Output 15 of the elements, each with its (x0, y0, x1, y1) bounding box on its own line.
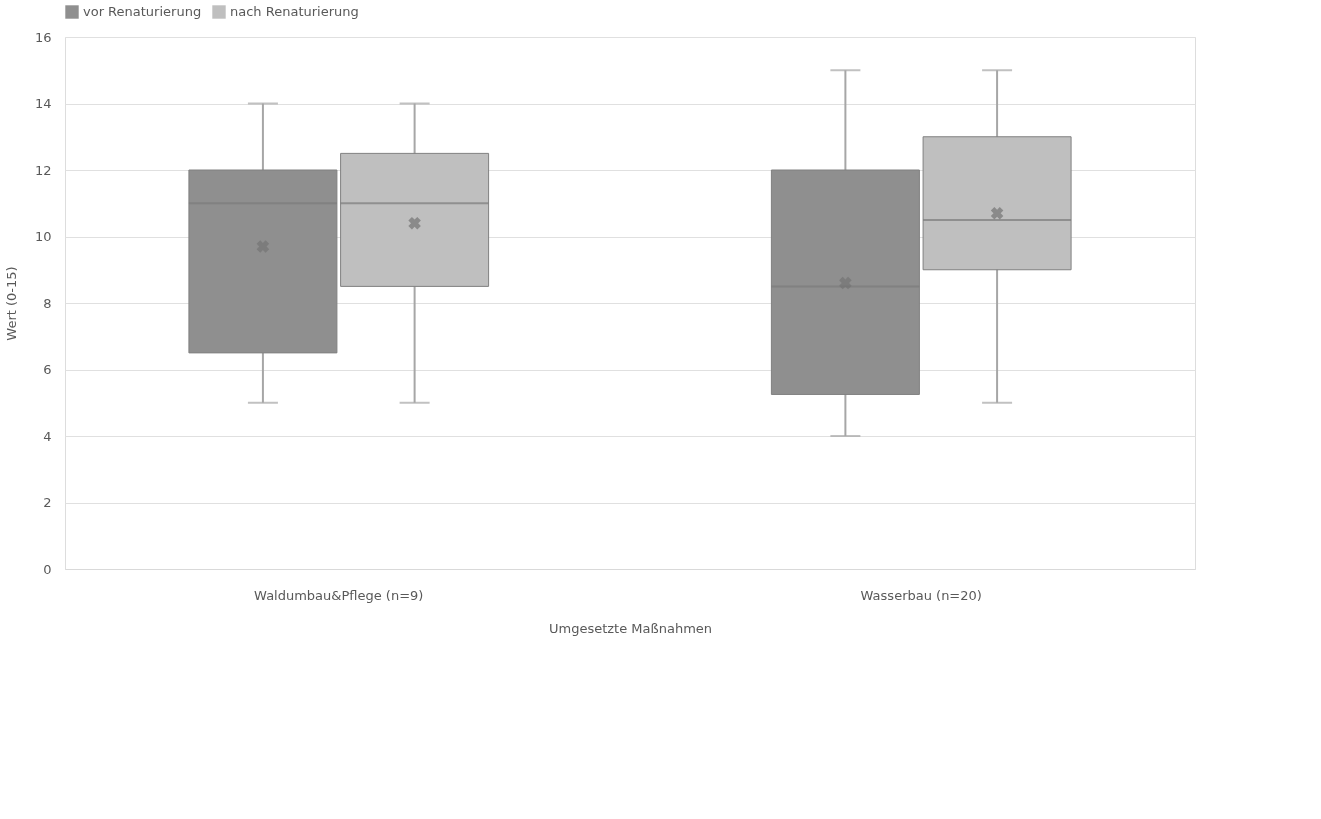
legend-label: nach Renaturierung (230, 4, 359, 19)
y-tick-label: 0 (43, 561, 52, 577)
x-tick-label: Wasserbau (n=20) (860, 587, 982, 603)
y-tick-label: 10 (34, 229, 52, 244)
y-tick-label: 6 (43, 362, 52, 377)
y-tick-label: 8 (43, 295, 52, 311)
y-axis-title: Wert (0-15) (3, 266, 19, 341)
y-tick-label: 16 (34, 29, 52, 45)
x-tick-label: Waldumbau&Pflege (n=9) (254, 587, 424, 603)
legend-label: vor Renaturierung (83, 4, 202, 19)
y-tick-label: 14 (34, 96, 52, 111)
y-tick-label: 12 (34, 162, 52, 178)
y-tick-label: 2 (43, 495, 52, 510)
y-tick-label: 4 (43, 428, 52, 444)
x-axis-title: Umgesetzte Maßnahmen (548, 620, 713, 636)
